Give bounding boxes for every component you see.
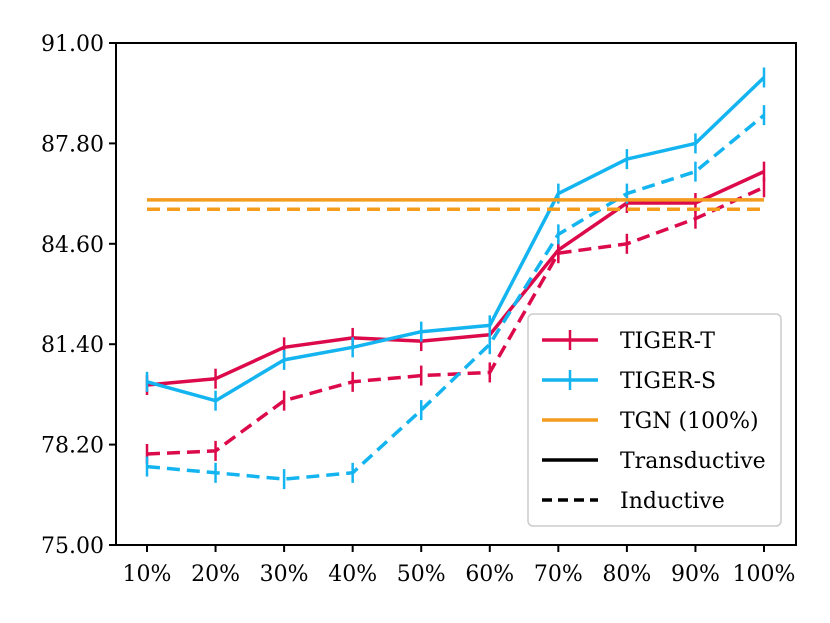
series-tiger-s-transductive <box>145 67 766 411</box>
series-line <box>146 76 766 403</box>
y-tick-label: 81.40 <box>41 333 104 358</box>
legend-item-tiger-s: TIGER-S <box>542 369 716 394</box>
x-tick-label: 40% <box>328 562 377 587</box>
y-tick-label: 75.00 <box>41 534 104 559</box>
legend-item-transductive: Transductive <box>542 449 766 474</box>
series-line <box>146 185 765 456</box>
x-tick-label: 80% <box>602 562 651 587</box>
legend: TIGER-T TIGER-S TGN (100%) Transductive Indu… <box>527 313 782 527</box>
legend-label: Inductive <box>620 489 725 514</box>
y-tick-label: 84.60 <box>41 233 104 258</box>
series-line <box>146 113 766 481</box>
plot-frame <box>115 42 797 546</box>
x-tick-label: 70% <box>534 562 583 587</box>
legend-item-tgn-100: TGN (100%) <box>542 409 759 434</box>
series-tiger-s-inductive <box>145 105 766 490</box>
x-tick-label: 20% <box>191 562 240 587</box>
legend-label: TGN (100%) <box>620 409 759 434</box>
series-line <box>146 170 765 387</box>
y-tick-label: 87.80 <box>41 132 104 157</box>
axes-layer: 10% 20% 30% 40% 50% 60% 70% 80% 90% 100% 75.00 78.2… <box>41 32 795 587</box>
x-tick-label: 90% <box>671 562 720 587</box>
x-tick-label: 100% <box>733 562 796 587</box>
legend-item-tiger-t: TIGER-T <box>542 329 715 354</box>
legend-box <box>527 313 782 527</box>
legend-item-inductive: Inductive <box>542 489 725 514</box>
y-tick-label: 78.20 <box>41 434 104 459</box>
series-layer <box>145 67 766 490</box>
legend-label: TIGER-T <box>620 329 715 354</box>
x-tick-label: 10% <box>123 562 172 587</box>
legend-label: TIGER-S <box>620 369 716 394</box>
x-tick-label: 60% <box>465 562 514 587</box>
y-tick-label: 91.00 <box>41 32 104 57</box>
x-tick-label: 30% <box>260 562 309 587</box>
legend-label: Transductive <box>620 449 766 474</box>
x-tick-label: 50% <box>397 562 446 587</box>
